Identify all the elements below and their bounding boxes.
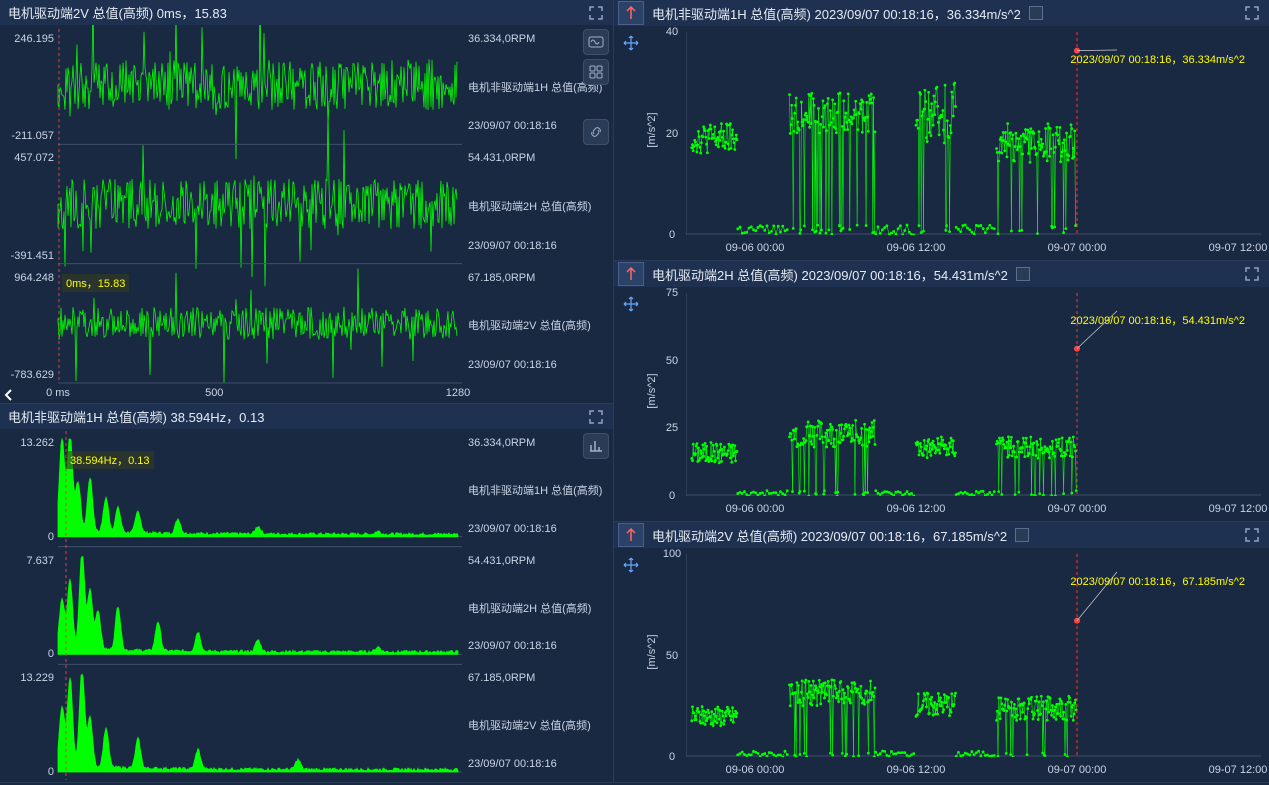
x-tick-label: 09-06 00:00	[726, 764, 785, 776]
y-tick-label: 100	[663, 548, 681, 560]
spectrum-legend: 36.334,0RPM电机非驱动端1H 总值(高频)23/09/07 00:18…	[462, 429, 613, 782]
y-axis-label: 0	[48, 648, 54, 660]
expand-icon[interactable]	[1243, 526, 1261, 544]
legend-info: 54.431,0RPM	[468, 555, 607, 567]
checkbox[interactable]	[1015, 528, 1029, 542]
back-arrow-icon[interactable]	[2, 388, 16, 405]
y-tick-label: 50	[666, 355, 678, 367]
nav-arrow-button[interactable]	[618, 1, 644, 25]
legend-timestamp: 23/09/07 00:18:16	[468, 758, 607, 770]
link-icon[interactable]	[583, 119, 609, 145]
peak-marker-label: 2023/09/07 00:18:16，36.334m/s^2	[1066, 50, 1249, 68]
y-axis-label: -783.629	[11, 369, 54, 381]
x-tick-label: 09-07 00:00	[1048, 242, 1107, 254]
legend-timestamp: 23/09/07 00:18:16	[468, 523, 607, 535]
x-tick-label: 09-07 12:00	[1209, 503, 1268, 515]
trend-header: 电机非驱动端1H 总值(高频) 2023/09/07 00:18:16，36.3…	[614, 0, 1269, 26]
nav-arrow-button[interactable]	[618, 523, 644, 547]
spectrum-chart-area[interactable]: 13.262 0 38.594Hz，0.13 7.637 0 13.229 0	[0, 429, 462, 782]
trend-panel: 电机非驱动端1H 总值(高频) 2023/09/07 00:18:16，36.3…	[614, 0, 1269, 261]
y-axis-label: -211.057	[11, 130, 54, 142]
legend-info: 54.431,0RPM	[468, 152, 607, 164]
oscilloscope-icon[interactable]	[583, 29, 609, 55]
y-tick-label: 40	[666, 26, 678, 38]
spectrum-header: 电机非驱动端1H 总值(高频) 38.594Hz，0.13	[0, 404, 613, 429]
y-tick-label: 0	[669, 229, 675, 241]
checkbox[interactable]	[1016, 267, 1030, 281]
y-axis-label: 246.195	[14, 33, 54, 45]
move-icon[interactable]	[618, 552, 644, 578]
checkbox[interactable]	[1029, 6, 1043, 20]
x-tick-label: 09-07 00:00	[1048, 764, 1107, 776]
y-tick-label: 20	[666, 128, 678, 140]
legend-info: 67.185,0RPM	[468, 672, 607, 684]
expand-icon[interactable]	[1243, 265, 1261, 283]
legend-channel: 电机非驱动端1H 总值(高频)	[468, 482, 607, 498]
trend-title: 电机驱动端2H 总值(高频) 2023/09/07 00:18:16，54.43…	[652, 265, 1008, 284]
y-axis-unit: [m/s^2]	[646, 373, 658, 408]
y-axis-unit: [m/s^2]	[646, 634, 658, 669]
y-tick-label: 0	[669, 490, 675, 502]
cursor-marker-label: 0ms，15.83	[62, 274, 129, 292]
trend-header: 电机驱动端2V 总值(高频) 2023/09/07 00:18:16，67.18…	[614, 522, 1269, 548]
trend-panel: 电机驱动端2V 总值(高频) 2023/09/07 00:18:16，67.18…	[614, 522, 1269, 783]
y-tick-label: 50	[666, 650, 678, 662]
legend-info: 67.185,0RPM	[468, 272, 607, 284]
x-tick-label: 09-06 12:00	[887, 764, 946, 776]
waveform-title: 电机驱动端2V 总值(高频) 0ms，15.83	[8, 3, 227, 22]
legend-timestamp: 23/09/07 00:18:16	[468, 640, 607, 652]
trend-header: 电机驱动端2H 总值(高频) 2023/09/07 00:18:16，54.43…	[614, 261, 1269, 287]
y-tick-label: 75	[666, 287, 678, 299]
waveform-chart-area[interactable]: 246.195 -211.057 457.072 -391.451 964.248 -78…	[0, 25, 462, 403]
legend-channel: 电机驱动端2H 总值(高频)	[468, 198, 607, 214]
peak-marker-label: 2023/09/07 00:18:16，67.185m/s^2	[1066, 572, 1249, 590]
x-tick-label: 09-06 00:00	[726, 242, 785, 254]
y-axis-label: 0	[48, 531, 54, 543]
waveform-header: 电机驱动端2V 总值(高频) 0ms，15.83	[0, 0, 613, 25]
y-tick-label: 0	[669, 751, 675, 763]
expand-icon[interactable]	[587, 408, 605, 426]
cursor-marker-label: 38.594Hz，0.13	[66, 451, 154, 469]
legend-timestamp: 23/09/07 00:18:16	[468, 359, 607, 371]
expand-icon[interactable]	[1243, 4, 1261, 22]
spectrum-panel: 电机非驱动端1H 总值(高频) 38.594Hz，0.13 13.262 0 38.…	[0, 404, 613, 783]
nav-arrow-button[interactable]	[618, 262, 644, 286]
y-tick-label: 25	[666, 422, 678, 434]
move-icon[interactable]	[618, 30, 644, 56]
y-axis-label: 457.072	[14, 152, 54, 164]
x-axis-label: 0 ms	[46, 387, 70, 399]
y-axis-label: -391.451	[11, 250, 54, 262]
trend-title: 电机驱动端2V 总值(高频) 2023/09/07 00:18:16，67.18…	[652, 526, 1007, 545]
legend-channel: 电机驱动端2V 总值(高频)	[468, 717, 607, 733]
legend-channel: 电机驱动端2V 总值(高频)	[468, 317, 607, 333]
grid-icon[interactable]	[583, 59, 609, 85]
legend-channel: 电机驱动端2H 总值(高频)	[468, 600, 607, 616]
x-tick-label: 09-06 00:00	[726, 503, 785, 515]
y-axis-label: 13.229	[20, 672, 54, 684]
y-axis-label: 0	[48, 766, 54, 778]
move-icon[interactable]	[618, 291, 644, 317]
y-axis-unit: [m/s^2]	[646, 112, 658, 147]
peak-marker-label: 2023/09/07 00:18:16，54.431m/s^2	[1066, 311, 1249, 329]
legend-timestamp: 23/09/07 00:18:16	[468, 240, 607, 252]
y-axis-label: 964.248	[14, 272, 54, 284]
expand-icon[interactable]	[587, 4, 605, 22]
trend-panel: 电机驱动端2H 总值(高频) 2023/09/07 00:18:16，54.43…	[614, 261, 1269, 522]
x-axis-label: 500	[205, 387, 223, 399]
y-axis-label: 13.262	[20, 437, 54, 449]
spectrum-title: 电机非驱动端1H 总值(高频) 38.594Hz，0.13	[8, 407, 264, 426]
x-tick-label: 09-06 12:00	[887, 503, 946, 515]
y-axis-label: 7.637	[26, 555, 54, 567]
x-tick-label: 09-07 12:00	[1209, 242, 1268, 254]
x-tick-label: 09-06 12:00	[887, 242, 946, 254]
trend-title: 电机非驱动端1H 总值(高频) 2023/09/07 00:18:16，36.3…	[652, 4, 1021, 23]
x-tick-label: 09-07 12:00	[1209, 764, 1268, 776]
x-tick-label: 09-07 00:00	[1048, 503, 1107, 515]
bars-icon[interactable]	[583, 433, 609, 459]
waveform-panel: 电机驱动端2V 总值(高频) 0ms，15.83 246.195 -211.057…	[0, 0, 613, 404]
